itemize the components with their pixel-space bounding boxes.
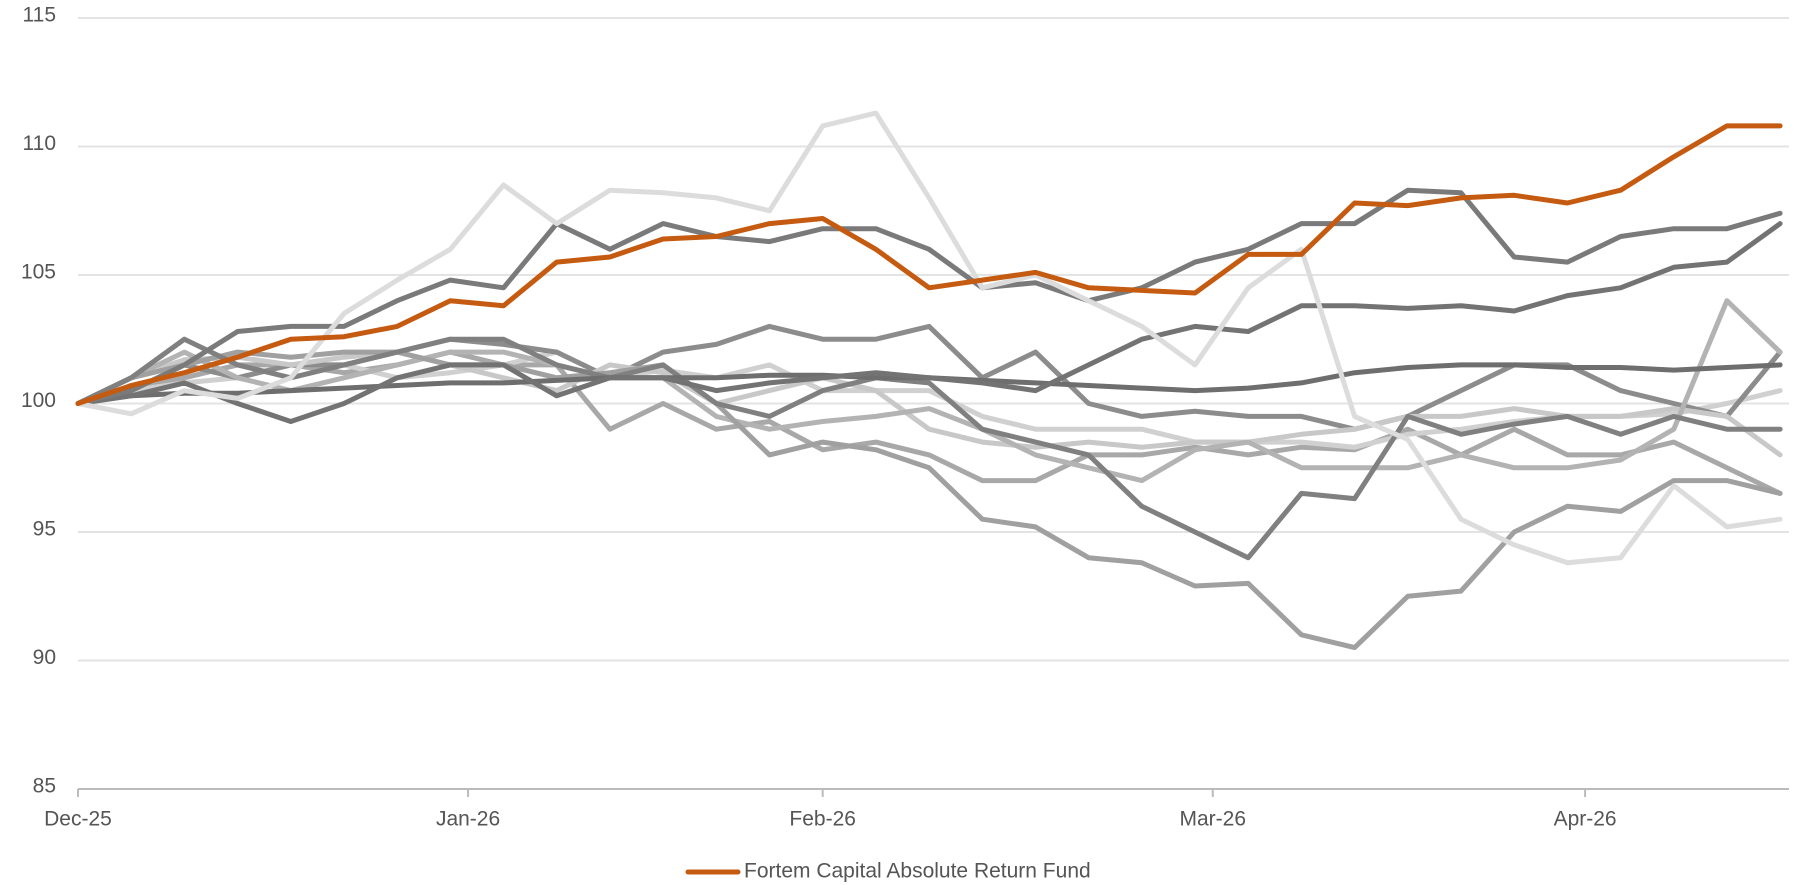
x-tick-label: Jan-26 <box>436 808 500 831</box>
series-line <box>75 123 1783 406</box>
series-line <box>75 187 1783 406</box>
x-tick-label: Mar-26 <box>1179 808 1246 831</box>
series-line <box>75 349 1783 651</box>
series-line <box>75 298 1783 484</box>
y-tick-label: 100 <box>21 389 56 412</box>
y-tick-label: 115 <box>23 4 56 27</box>
series-line <box>75 349 1783 450</box>
y-tick-label: 105 <box>21 261 56 284</box>
series-line <box>75 336 1783 561</box>
legend-label: Fortem Capital Absolute Return Fund <box>744 860 1091 883</box>
series-line <box>75 110 1783 566</box>
series-line <box>75 221 1783 424</box>
y-tick-label: 110 <box>23 132 56 155</box>
x-tick-label: Apr-26 <box>1554 808 1617 831</box>
x-tick-label: Dec-25 <box>44 808 112 831</box>
y-tick-label: 95 <box>33 518 56 541</box>
y-tick-label: 85 <box>33 775 56 798</box>
y-tick-label: 90 <box>33 646 56 669</box>
x-tick-label: Feb-26 <box>789 808 856 831</box>
series-line <box>75 349 1783 458</box>
